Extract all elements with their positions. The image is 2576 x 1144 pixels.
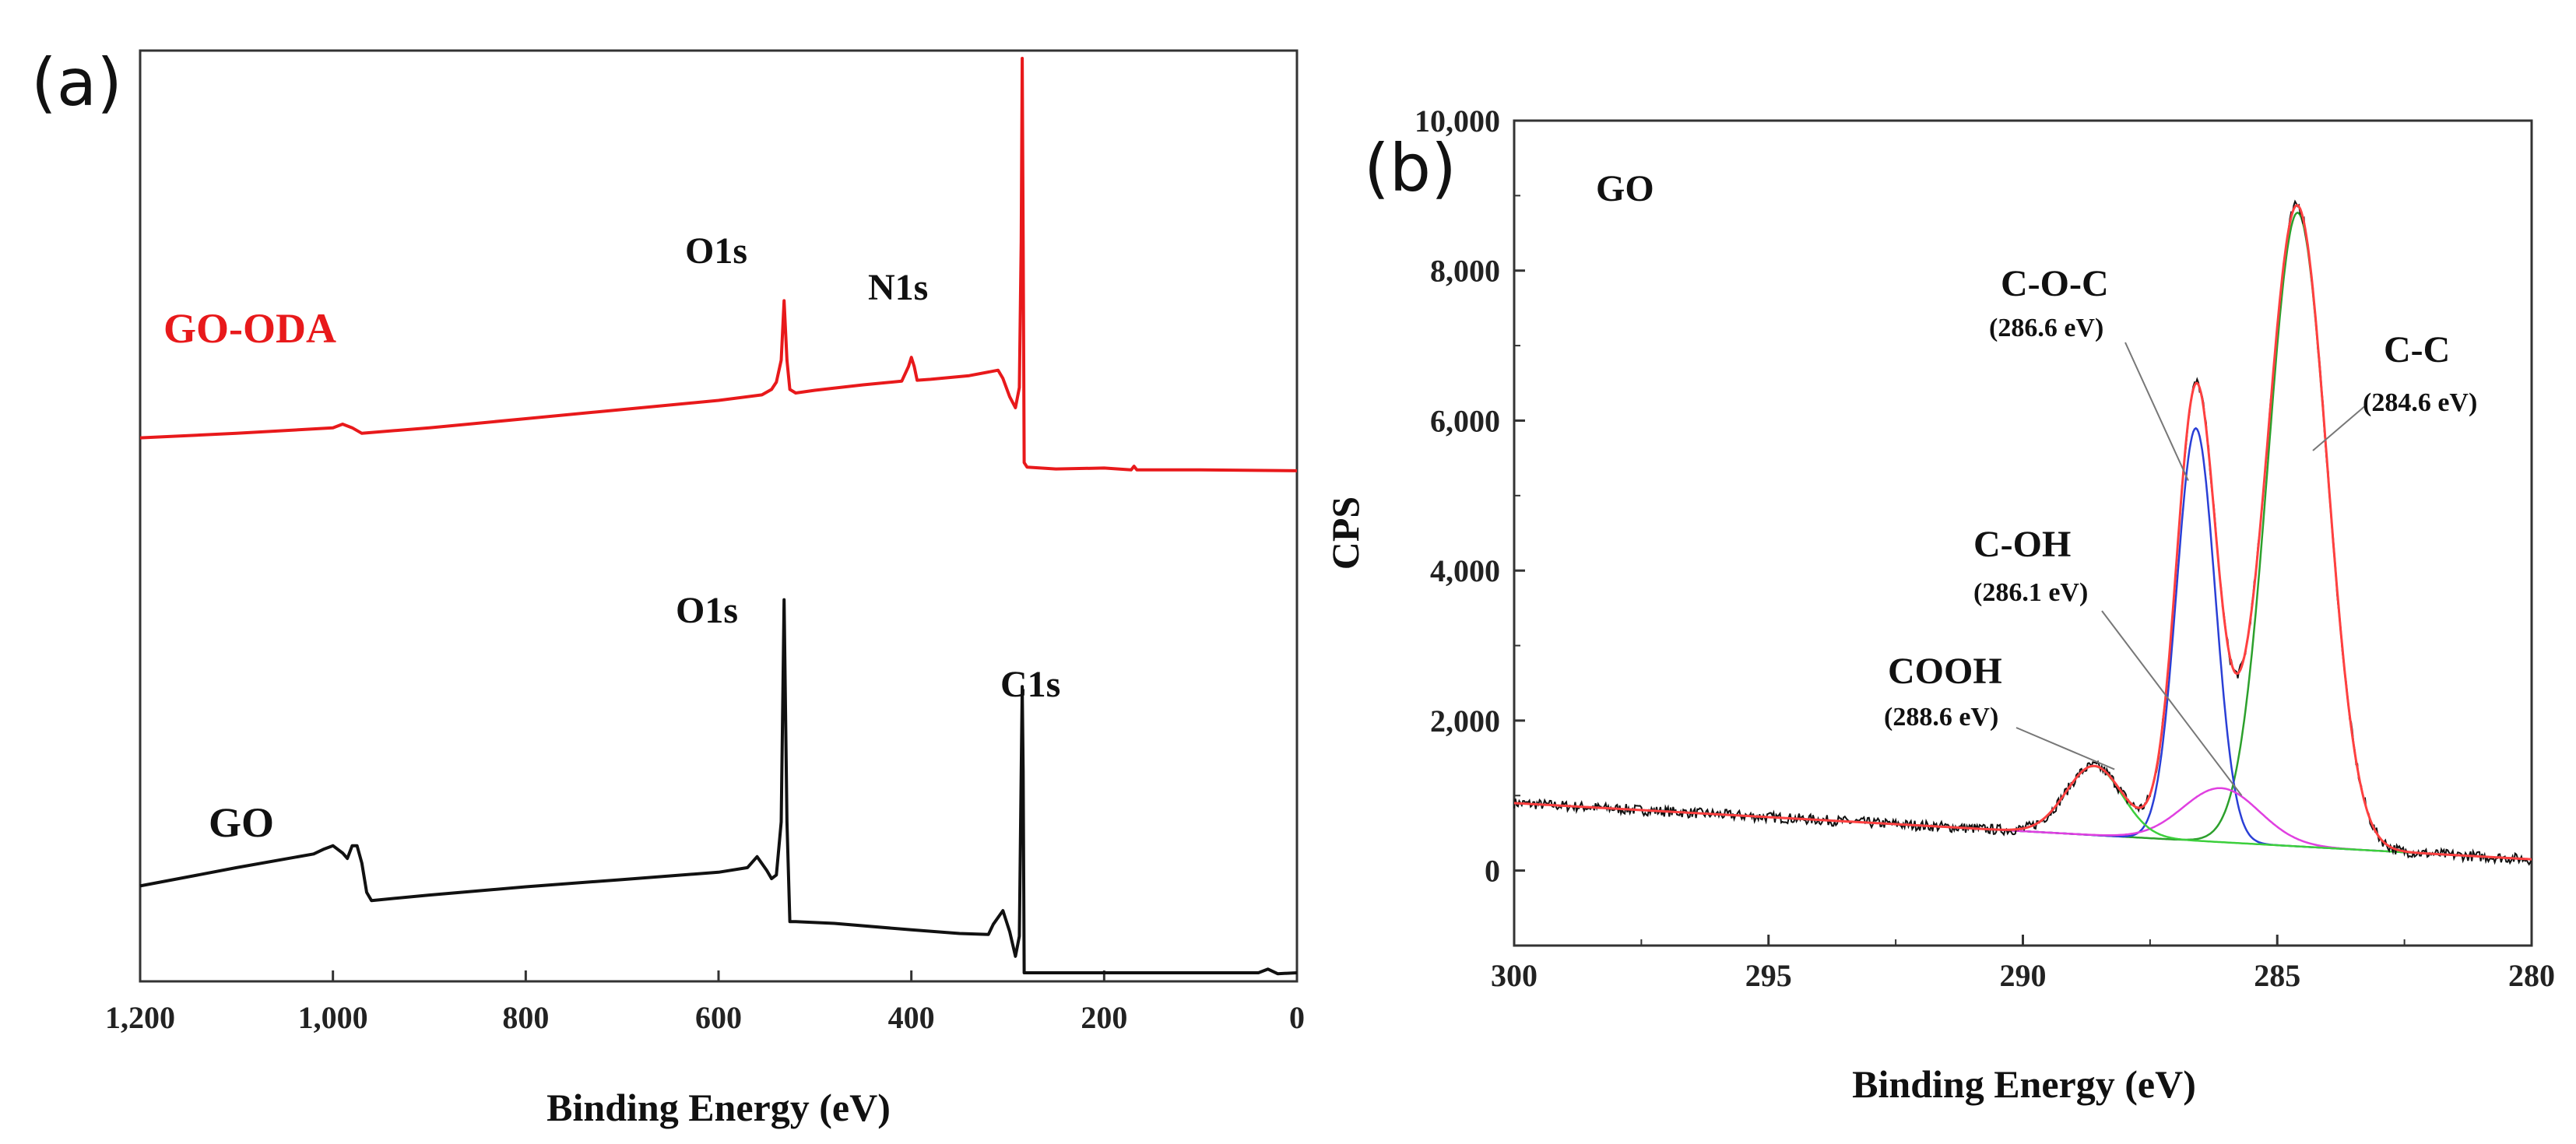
component-energy-c-oh: (286.1 eV) [1973, 578, 2088, 607]
panel-a-label: (a) [31, 44, 122, 121]
x-tick-label: 0 [1289, 1000, 1305, 1035]
panel-b-ticks: 300 295 290 285 280 0 2,000 4,000 6,000 8,000 10,0… [1415, 104, 2555, 993]
panel-b-sample-title: GO [1596, 168, 1654, 209]
component-label-c-oh: C-OH [1973, 524, 2071, 565]
component-energy-cooh: (288.6 eV) [1884, 703, 1998, 732]
component-curve-cooh [1513, 765, 2532, 861]
panel-a-x-ticks: 1,200 1,000 800 600 400 200 0 [105, 970, 1305, 1035]
y-tick-label: 2,000 [1430, 704, 1500, 739]
component-curve-c-o-c [1513, 426, 2532, 861]
panel-b-label: (b) [1364, 130, 1457, 206]
panel-a-series [139, 57, 1298, 976]
component-curve-c-oh [1513, 787, 2532, 861]
annotation-o1s-go-oda: O1s [685, 230, 747, 272]
x-tick-label: 290 [2000, 958, 2047, 993]
x-tick-label: 1,000 [298, 1000, 368, 1035]
component-energy-c-c: (284.6 eV) [2363, 388, 2477, 417]
x-tick-label: 1,200 [105, 1000, 175, 1035]
leader-line-c-oh [2101, 610, 2243, 796]
x-tick-label: 300 [1491, 958, 1538, 993]
x-tick-label: 800 [502, 1000, 549, 1035]
panel-a: (a) 1,200 1,000 800 600 400 200 0 GO-ODA GO O1… [31, 44, 1305, 1129]
x-tick-label: 600 [695, 1000, 742, 1035]
y-tick-label: 6,000 [1430, 403, 1500, 438]
x-tick-label: 295 [1745, 958, 1792, 993]
annotation-n1s-go-oda: N1s [868, 267, 928, 308]
y-tick-label: 8,000 [1430, 254, 1500, 289]
x-tick-label: 280 [2508, 958, 2555, 993]
y-tick-label: 10,000 [1415, 104, 1500, 139]
legend-label-go: GO [209, 799, 274, 846]
panel-b-series [1513, 199, 2532, 866]
component-label-c-c: C-C [2384, 329, 2450, 370]
x-tick-label: 285 [2254, 958, 2300, 993]
x-tick-label: 400 [888, 1000, 935, 1035]
annotation-c1s-go: C1s [1000, 664, 1060, 705]
panel-a-x-axis-title: Binding Energy (eV) [546, 1086, 891, 1129]
panel-a-plot-frame [139, 49, 1299, 983]
legend-label-go-oda: GO-ODA [163, 305, 336, 352]
component-energy-c-o-c: (286.6 eV) [1989, 314, 2103, 342]
series-line-fitted-envelope [1513, 204, 2532, 861]
component-label-cooh: COOH [1888, 651, 2002, 692]
leader-line-c-o-c [2124, 342, 2189, 481]
panel-b: (b) GO 300 295 290 285 280 0 2,000 4,000 6,000 8,… [1323, 104, 2555, 1106]
leader-line-c-c [2312, 404, 2367, 451]
annotation-o1s-go: O1s [676, 590, 738, 631]
leader-line-cooh [2015, 727, 2115, 770]
panel-b-y-axis-title: CPS [1323, 497, 1367, 570]
series-line-go [139, 598, 1298, 976]
y-tick-label: 0 [1485, 854, 1500, 889]
panel-b-x-axis-title: Binding Energy (eV) [1852, 1062, 2196, 1106]
series-line-go-oda [139, 57, 1298, 472]
y-tick-label: 4,000 [1430, 553, 1500, 588]
component-label-c-o-c: C-O-C [2001, 263, 2109, 304]
x-tick-label: 200 [1081, 1000, 1127, 1035]
